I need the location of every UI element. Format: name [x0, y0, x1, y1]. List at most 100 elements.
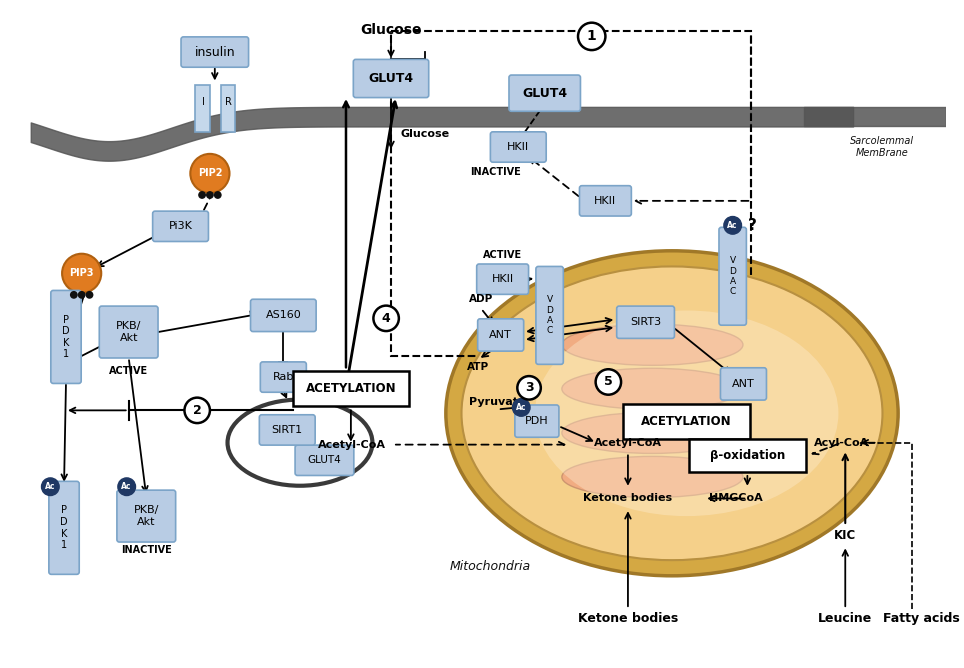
Text: β-oxidation: β-oxidation — [710, 449, 785, 462]
FancyBboxPatch shape — [251, 299, 316, 331]
Circle shape — [724, 216, 741, 234]
FancyBboxPatch shape — [617, 306, 675, 339]
Text: Pyruvate: Pyruvate — [469, 397, 526, 407]
FancyBboxPatch shape — [515, 405, 559, 438]
Text: Ac: Ac — [516, 403, 526, 412]
Circle shape — [518, 376, 541, 399]
Text: ACETYLATION: ACETYLATION — [641, 415, 732, 428]
Circle shape — [373, 305, 399, 331]
Ellipse shape — [562, 368, 743, 409]
Text: ATP: ATP — [468, 362, 489, 372]
Text: Ketone bodies: Ketone bodies — [583, 494, 673, 504]
Text: HKII: HKII — [595, 196, 617, 206]
Circle shape — [62, 254, 101, 293]
Text: 5: 5 — [604, 375, 613, 389]
Circle shape — [118, 478, 136, 496]
FancyBboxPatch shape — [491, 132, 547, 162]
Text: Glucose: Glucose — [401, 130, 450, 140]
Text: PKB/
Akt: PKB/ Akt — [134, 505, 159, 527]
Bar — [293, 371, 409, 406]
Text: Glucose: Glucose — [361, 23, 422, 37]
Text: GSVs: GSVs — [260, 428, 305, 442]
Text: Ac: Ac — [728, 221, 737, 230]
Text: I: I — [201, 97, 204, 107]
Circle shape — [78, 291, 86, 299]
Text: AS160: AS160 — [265, 311, 301, 321]
Text: ?: ? — [748, 218, 758, 233]
Bar — [623, 403, 750, 439]
Circle shape — [199, 191, 206, 199]
FancyBboxPatch shape — [259, 415, 315, 445]
Text: Ac: Ac — [121, 482, 132, 491]
FancyBboxPatch shape — [476, 264, 528, 295]
Text: ANT: ANT — [490, 330, 512, 340]
Ellipse shape — [562, 456, 743, 498]
Text: 3: 3 — [524, 381, 533, 394]
FancyBboxPatch shape — [579, 186, 631, 216]
FancyBboxPatch shape — [260, 362, 307, 392]
Text: GLUT4: GLUT4 — [308, 456, 341, 466]
Circle shape — [206, 191, 214, 199]
Circle shape — [184, 397, 210, 423]
Ellipse shape — [535, 311, 839, 516]
Text: PDH: PDH — [525, 416, 549, 426]
Text: Fatty acids: Fatty acids — [883, 613, 960, 625]
FancyBboxPatch shape — [720, 368, 766, 400]
FancyBboxPatch shape — [478, 319, 523, 351]
Ellipse shape — [562, 324, 743, 365]
Text: Rab: Rab — [273, 372, 294, 382]
Circle shape — [513, 399, 530, 416]
Text: HKII: HKII — [492, 274, 514, 284]
Text: ACTIVE: ACTIVE — [483, 250, 522, 260]
Text: SIRT3: SIRT3 — [630, 317, 661, 327]
Text: 1: 1 — [587, 29, 597, 43]
Text: Pi3K: Pi3K — [169, 221, 193, 231]
Bar — [391, 31, 751, 355]
Text: Ketone bodies: Ketone bodies — [577, 613, 678, 625]
Circle shape — [41, 478, 59, 496]
FancyBboxPatch shape — [295, 445, 354, 476]
FancyBboxPatch shape — [536, 267, 563, 364]
FancyBboxPatch shape — [49, 482, 79, 574]
Circle shape — [214, 191, 222, 199]
Text: PKB/
Akt: PKB/ Akt — [116, 321, 142, 343]
Circle shape — [190, 154, 229, 193]
Text: insulin: insulin — [195, 45, 235, 59]
Text: SIRT1: SIRT1 — [272, 425, 303, 435]
Text: V
D
A
C: V D A C — [729, 256, 736, 297]
Text: R: R — [225, 97, 232, 107]
FancyBboxPatch shape — [181, 37, 249, 67]
Circle shape — [86, 291, 94, 299]
Text: INACTIVE: INACTIVE — [470, 166, 522, 176]
Text: ACTIVE: ACTIVE — [109, 366, 148, 376]
Text: INACTIVE: INACTIVE — [120, 546, 172, 556]
FancyBboxPatch shape — [719, 227, 746, 325]
FancyBboxPatch shape — [99, 306, 158, 358]
Ellipse shape — [462, 267, 882, 560]
Text: Acyl-CoA: Acyl-CoA — [814, 438, 869, 448]
Ellipse shape — [445, 250, 898, 576]
Text: ADP: ADP — [469, 294, 494, 304]
Text: 4: 4 — [382, 312, 390, 325]
Text: Ac: Ac — [45, 482, 56, 491]
Text: V
D
A
C: V D A C — [547, 295, 553, 335]
Text: Mitochondria: Mitochondria — [450, 560, 531, 574]
Text: P
D
K
1: P D K 1 — [63, 315, 69, 359]
Text: 2: 2 — [193, 404, 201, 417]
Circle shape — [596, 369, 621, 395]
Text: HKII: HKII — [507, 142, 529, 152]
Text: GLUT4: GLUT4 — [368, 72, 414, 85]
FancyBboxPatch shape — [117, 490, 175, 542]
FancyBboxPatch shape — [51, 291, 81, 383]
Text: ANT: ANT — [732, 379, 755, 389]
Text: Acetyl-CoA: Acetyl-CoA — [594, 438, 662, 448]
FancyBboxPatch shape — [509, 75, 580, 112]
Text: Acetyl-CoA: Acetyl-CoA — [318, 440, 386, 450]
Text: HMGCoA: HMGCoA — [709, 494, 763, 504]
Circle shape — [578, 23, 605, 50]
Text: P
D
K
1: P D K 1 — [60, 506, 67, 550]
Circle shape — [70, 291, 78, 299]
Text: Leucine: Leucine — [818, 613, 872, 625]
FancyBboxPatch shape — [354, 59, 429, 98]
Text: PIP3: PIP3 — [69, 269, 94, 279]
